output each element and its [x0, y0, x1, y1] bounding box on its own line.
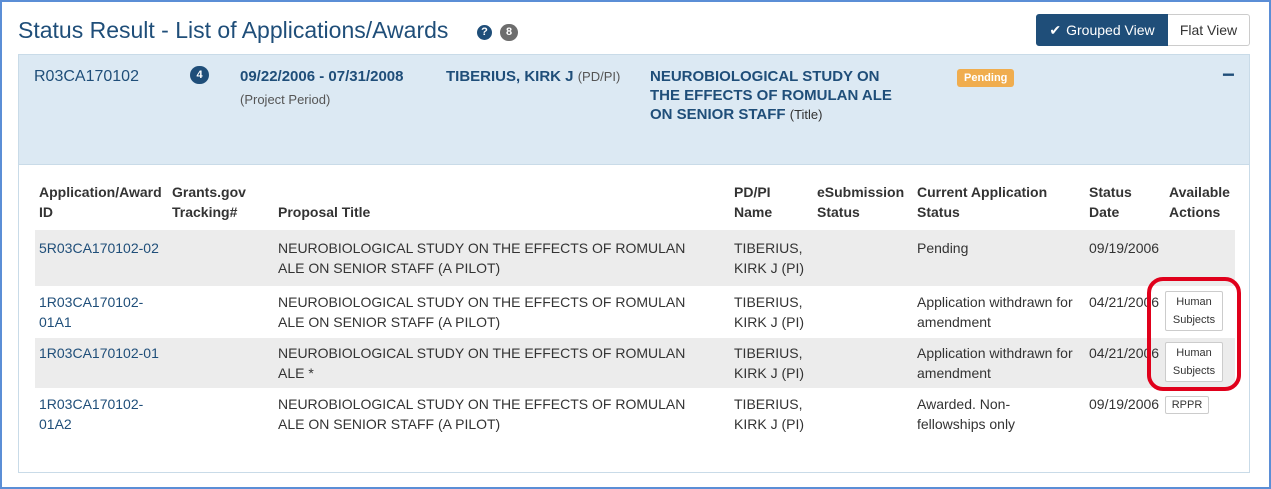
human-subjects-button[interactable]: Human Subjects	[1165, 291, 1223, 331]
app-id-link[interactable]: 5R03CA170102-02	[39, 240, 159, 256]
proposal-title-cell: NEUROBIOLOGICAL STUDY ON THE EFFECTS OF …	[278, 294, 686, 330]
header-status-date: Status Date	[1089, 184, 1132, 220]
rppr-button[interactable]: RPPR	[1165, 396, 1209, 414]
status-badge: Pending	[957, 69, 1015, 87]
grouped-view-button[interactable]: ✔ Grouped View	[1036, 14, 1168, 46]
highlight-annotation	[1147, 277, 1241, 391]
application-count-badge: 4	[190, 66, 209, 84]
award-panel: R03CA170102 4 09/22/2006 - 07/31/2008 (P…	[18, 54, 1250, 473]
header-current-status: Current Application Status	[917, 184, 1048, 220]
app-id-link[interactable]: 1R03CA170102-01A1	[39, 294, 144, 330]
current-status-cell: Pending	[917, 240, 969, 256]
app-id-link[interactable]: 1R03CA170102-01A2	[39, 396, 144, 432]
proposal-title-cell: NEUROBIOLOGICAL STUDY ON THE EFFECTS OF …	[278, 240, 686, 276]
current-status-cell: Application withdrawn for amendment	[917, 294, 1073, 330]
pdpi-cell: TIBERIUS, KIRK J (PI)	[734, 345, 805, 381]
table-row: 1R03CA170102-01A1 NEUROBIOLOGICAL STUDY …	[35, 286, 1235, 338]
result-count-badge: 8	[500, 24, 518, 41]
flat-view-button[interactable]: Flat View	[1168, 14, 1250, 46]
award-id: R03CA170102	[34, 68, 139, 85]
header-grants-gov: Grants.gov Tracking#	[172, 184, 246, 220]
project-title-label: (Title)	[789, 107, 823, 122]
pdpi-cell: TIBERIUS, KIRK J (PI)	[734, 396, 805, 432]
current-status-cell: Application withdrawn for amendment	[917, 345, 1073, 381]
proposal-title-cell: NEUROBIOLOGICAL STUDY ON THE EFFECTS OF …	[278, 396, 686, 432]
status-date-cell: 09/19/2006	[1089, 396, 1160, 412]
header-proposal-title: Proposal Title	[278, 204, 371, 220]
status-date-cell: 04/21/2006	[1089, 345, 1160, 361]
human-subjects-button[interactable]: Human Subjects	[1165, 342, 1223, 382]
current-status-cell: Awarded. Non-fellowships only	[917, 396, 1016, 432]
status-date-cell: 04/21/2006	[1089, 294, 1160, 310]
project-title-text: NEUROBIOLOGICAL STUDY ON THE EFFECTS OF …	[650, 68, 892, 123]
header-available-actions: Available Actions	[1169, 184, 1230, 220]
table-row: 1R03CA170102-01 NEUROBIOLOGICAL STUDY ON…	[35, 338, 1235, 388]
pdpi-cell: TIBERIUS, KIRK J (PI)	[734, 294, 805, 330]
project-period: 09/22/2006 - 07/31/2008	[240, 68, 404, 85]
header-app-id: Application/Award ID	[39, 184, 162, 220]
check-icon: ✔	[1049, 21, 1062, 38]
header-esub-status: eSubmission Status	[817, 184, 905, 220]
collapse-icon[interactable]: −	[1222, 62, 1235, 87]
page-title: Status Result - List of Applications/Awa…	[18, 17, 449, 43]
project-period-label: (Project Period)	[240, 92, 331, 107]
pi-name: TIBERIUS, KIRK J (PD/PI)	[446, 68, 620, 85]
pi-role: (PD/PI)	[577, 69, 621, 84]
proposal-title-cell: NEUROBIOLOGICAL STUDY ON THE EFFECTS OF …	[278, 345, 686, 381]
help-icon[interactable]: ?	[477, 25, 492, 40]
status-date-cell: 09/19/2006	[1089, 240, 1160, 256]
project-title: NEUROBIOLOGICAL STUDY ON THE EFFECTS OF …	[650, 67, 910, 124]
pdpi-cell: TIBERIUS, KIRK J (PI)	[734, 240, 805, 276]
table-row: 1R03CA170102-01A2 NEUROBIOLOGICAL STUDY …	[35, 388, 1235, 440]
table-row: 5R03CA170102-02 NEUROBIOLOGICAL STUDY ON…	[35, 230, 1235, 286]
pi-name-text: TIBERIUS, KIRK J	[446, 68, 574, 85]
grouped-view-label: Grouped View	[1066, 22, 1155, 38]
header-pdpi: PD/PI Name	[734, 184, 773, 220]
app-id-link[interactable]: 1R03CA170102-01	[39, 345, 159, 361]
award-panel-header: R03CA170102 4 09/22/2006 - 07/31/2008 (P…	[19, 55, 1249, 165]
view-toggle: ✔ Grouped View Flat View	[1036, 14, 1250, 46]
